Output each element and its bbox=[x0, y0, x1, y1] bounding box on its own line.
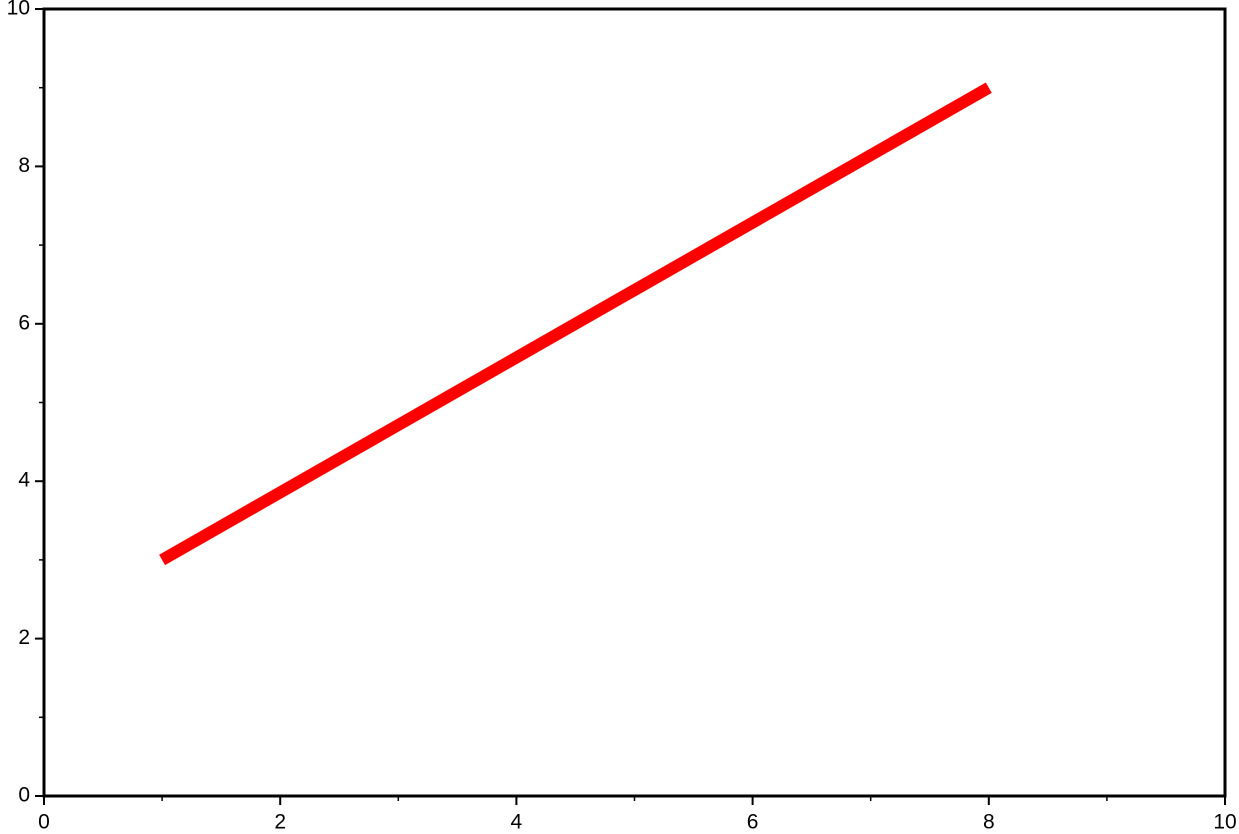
y-tick-label: 2 bbox=[18, 626, 30, 649]
data-line bbox=[159, 82, 992, 566]
y-tick-label: 10 bbox=[7, 0, 30, 20]
y-tick-label: 0 bbox=[18, 784, 30, 807]
y-tick-label: 4 bbox=[18, 469, 30, 492]
x-tick-label: 4 bbox=[511, 811, 523, 834]
x-tick-label: 10 bbox=[1213, 811, 1236, 834]
x-tick-label: 8 bbox=[983, 811, 995, 834]
x-tick-label: 6 bbox=[747, 811, 759, 834]
plot-frame bbox=[42, 7, 1227, 798]
y-tick-label: 6 bbox=[18, 311, 30, 334]
y-tick-label: 8 bbox=[18, 154, 30, 177]
x-tick-label: 0 bbox=[38, 811, 50, 834]
x-tick-label: 2 bbox=[274, 811, 286, 834]
